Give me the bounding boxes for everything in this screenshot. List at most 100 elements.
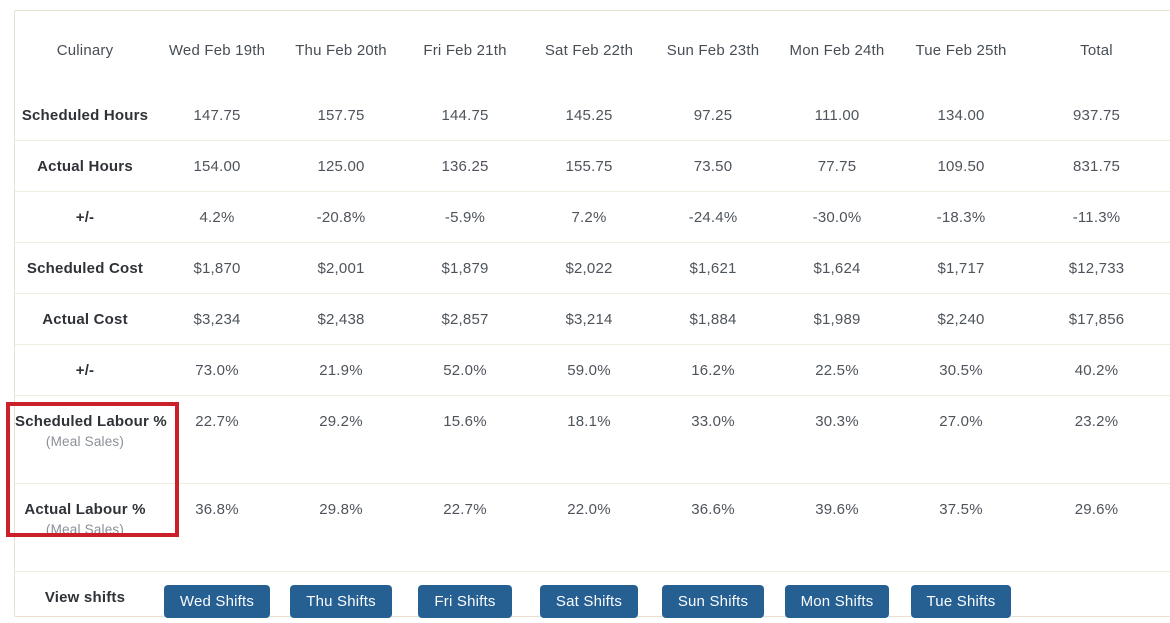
row-label-text: Actual Labour % [24, 501, 146, 518]
row-label-text: Scheduled Cost [26, 259, 144, 277]
mon-shifts-button[interactable]: Mon Shifts [784, 585, 890, 618]
cell-value: -20.8% [279, 191, 403, 243]
table-row-scheduled-labour-6: Scheduled Labour % (Meal Sales) 22.7% 29.2%… [15, 395, 1170, 484]
column-header-wed-feb-19th: Wed Feb 19th [168, 42, 266, 59]
table-row-scheduled-cost-3: Scheduled Cost $1,870 $2,001 $1,879 $2,022 $1… [15, 242, 1170, 294]
cell-value: 125.00 [279, 140, 403, 192]
view-shifts-row: View shifts Wed Shifts Thu Shifts Fri Shift… [15, 572, 1170, 623]
cell-value: 37.5% [899, 483, 1023, 572]
cell-value: 27.0% [899, 395, 1023, 484]
cell-value: -11.3% [1023, 191, 1170, 243]
cell-value: 29.6% [1023, 483, 1170, 572]
cell-value: $2,022 [527, 242, 651, 294]
cell-value: 111.00 [775, 90, 899, 141]
column-header-tue-feb-25th: Tue Feb 25th [915, 42, 1007, 59]
wed-shifts-button[interactable]: Wed Shifts [163, 585, 271, 618]
cell-value: 937.75 [1023, 90, 1170, 141]
row-label-text: Actual Cost [42, 310, 128, 328]
cell-value: $3,234 [155, 293, 279, 345]
column-header-sat-feb-22th: Sat Feb 22th [544, 42, 634, 59]
cell-value: 145.25 [527, 90, 651, 141]
total-column-empty-cell [1023, 572, 1170, 623]
table-header: Culinary Wed Feb 19th Thu Feb 20th Fri Feb … [15, 11, 1170, 90]
row-sublabel-text: (Meal Sales) [45, 434, 125, 449]
cell-value: $1,989 [775, 293, 899, 345]
cell-value: $1,884 [651, 293, 775, 345]
table-row-row-2: +/- 4.2% -20.8% -5.9% 7.2% -24.4% -30.0% -18.3%… [15, 191, 1170, 243]
table-row-actual-labour-7: Actual Labour % (Meal Sales) 36.8% 29.8% 22.… [15, 483, 1170, 572]
cell-value: $2,438 [279, 293, 403, 345]
cell-value: -24.4% [651, 191, 775, 243]
cell-value: 22.0% [527, 483, 651, 572]
shift-button-cell: Sun Shifts [651, 572, 775, 623]
row-label-actual-cost-4: Actual Cost [15, 293, 155, 345]
labour-summary-panel: Culinary Wed Feb 19th Thu Feb 20th Fri Feb … [14, 10, 1170, 618]
cell-value: 30.3% [775, 395, 899, 484]
cell-value: $2,240 [899, 293, 1023, 345]
row-label-text: Actual Hours [37, 157, 133, 175]
row-label-actual-labour-7: Actual Labour % (Meal Sales) [15, 483, 155, 572]
cell-value: 33.0% [651, 395, 775, 484]
cell-value: $1,870 [155, 242, 279, 294]
column-header-sun-feb-23th: Sun Feb 23th [666, 42, 760, 59]
cell-value: 18.1% [527, 395, 651, 484]
cell-value: $2,001 [279, 242, 403, 294]
cell-value: 30.5% [899, 344, 1023, 396]
cell-value: 144.75 [403, 90, 527, 141]
cell-value: 109.50 [899, 140, 1023, 192]
labour-summary-table: Culinary Wed Feb 19th Thu Feb 20th Fri Feb … [15, 11, 1170, 623]
cell-value: 73.50 [651, 140, 775, 192]
cell-value: 157.75 [279, 90, 403, 141]
cell-value: $2,857 [403, 293, 527, 345]
cell-value: 147.75 [155, 90, 279, 141]
column-header-thu-feb-20th: Thu Feb 20th [295, 42, 387, 59]
cell-value: 154.00 [155, 140, 279, 192]
cell-value: 22.7% [155, 395, 279, 484]
view-shifts-label: View shifts [44, 589, 126, 606]
cell-value: 4.2% [155, 191, 279, 243]
table-row-actual-cost-4: Actual Cost $3,234 $2,438 $2,857 $3,214 $1,88… [15, 293, 1170, 345]
cell-value: 39.6% [775, 483, 899, 572]
department-title: Culinary [56, 42, 114, 59]
cell-value: 831.75 [1023, 140, 1170, 192]
cell-value: $1,624 [775, 242, 899, 294]
row-label-text: Scheduled Hours [21, 106, 149, 124]
cell-value: 22.7% [403, 483, 527, 572]
cell-value: 77.75 [775, 140, 899, 192]
column-header-mon-feb-24th: Mon Feb 24th [789, 42, 885, 59]
cell-value: 29.8% [279, 483, 403, 572]
row-label-row-5: +/- [15, 344, 155, 396]
cell-value: 52.0% [403, 344, 527, 396]
cell-value: 155.75 [527, 140, 651, 192]
cell-value: -18.3% [899, 191, 1023, 243]
cell-value: 16.2% [651, 344, 775, 396]
row-label-row-2: +/- [15, 191, 155, 243]
table-row-row-5: +/- 73.0% 21.9% 52.0% 59.0% 16.2% 22.5% 30.5% 40… [15, 344, 1170, 396]
row-label-text: Scheduled Labour % [15, 413, 167, 430]
cell-value: 36.6% [651, 483, 775, 572]
row-sublabel-text: (Meal Sales) [45, 522, 125, 537]
row-label-scheduled-hours-0: Scheduled Hours [15, 90, 155, 141]
cell-value: 40.2% [1023, 344, 1170, 396]
cell-value: 21.9% [279, 344, 403, 396]
sun-shifts-button[interactable]: Sun Shifts [661, 585, 765, 618]
cell-value: $17,856 [1023, 293, 1170, 345]
shift-button-cell: Tue Shifts [899, 572, 1023, 623]
cell-value: 29.2% [279, 395, 403, 484]
cell-value: 134.00 [899, 90, 1023, 141]
column-header-fri-feb-21th: Fri Feb 21th [423, 42, 507, 59]
row-label-text: +/- [75, 361, 95, 379]
cell-value: $12,733 [1023, 242, 1170, 294]
cell-value: 136.25 [403, 140, 527, 192]
sat-shifts-button[interactable]: Sat Shifts [539, 585, 639, 618]
cell-value: 7.2% [527, 191, 651, 243]
shift-button-cell: Sat Shifts [527, 572, 651, 623]
cell-value: $1,621 [651, 242, 775, 294]
cell-value: 73.0% [155, 344, 279, 396]
fri-shifts-button[interactable]: Fri Shifts [418, 585, 512, 618]
cell-value: 97.25 [651, 90, 775, 141]
cell-value: $1,879 [403, 242, 527, 294]
tue-shifts-button[interactable]: Tue Shifts [910, 585, 1012, 618]
row-label-text: +/- [75, 208, 95, 226]
thu-shifts-button[interactable]: Thu Shifts [290, 585, 392, 618]
